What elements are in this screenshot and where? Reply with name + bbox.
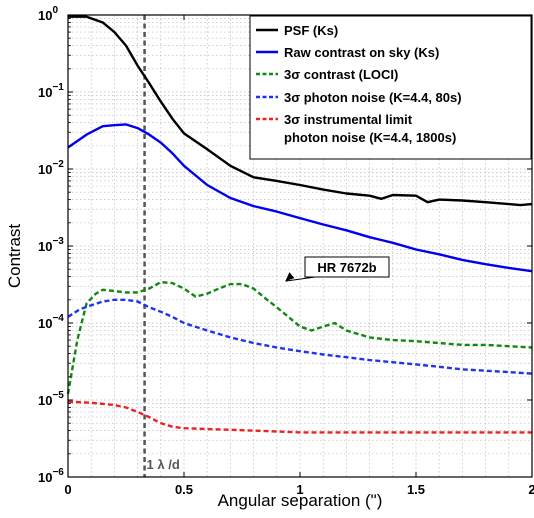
y-tick-label: 10−4 (38, 313, 64, 331)
annotation-arrowhead (285, 272, 295, 282)
legend-box (249, 15, 532, 160)
annotation-hr7672b: HR 7672b (285, 256, 390, 282)
series-line-1 (68, 15, 533, 207)
y-tick-label: 10−1 (38, 82, 64, 100)
lambda-over-d-line: 1 λ /d (143, 15, 180, 477)
annotation-label: HR 7672b (317, 260, 376, 275)
axis-ticks: 0 0.5 1 1.5 2 10−6 10−5 10−4 10−3 10−2 10−1 100 (38, 5, 534, 497)
legend-label-5: 3σ instrumental limit (284, 112, 413, 127)
y-tick-label: 10−2 (38, 159, 64, 177)
legend-label-5: photon noise (K=4.4, 1800s) (284, 130, 456, 145)
annotation-arrow (285, 276, 316, 282)
legend-label-4: 3σ photon noise (K=4.4, 80s) (284, 90, 462, 105)
series-line-2 (67, 123, 533, 273)
y-tick-label: 10−6 (38, 467, 64, 485)
x-tick-label: 0.5 (175, 482, 193, 497)
annotation-box (304, 256, 390, 278)
y-axis-title: Contrast (5, 224, 24, 289)
x-tick-label: 0 (64, 482, 71, 497)
lambda-over-d-label: 1 λ /d (147, 457, 180, 472)
y-tick-label: 10−5 (38, 390, 64, 408)
x-tick-label: 1 (296, 482, 303, 497)
y-tick-label: 100 (38, 5, 58, 23)
series-line-4 (67, 298, 533, 375)
legend-label-2: Raw contrast on sky (Ks) (284, 45, 439, 60)
y-tick-label: 10−3 (38, 236, 64, 254)
legend-label-1: PSF (Ks) (284, 23, 338, 38)
legend-label-3: 3σ contrast (LOCI) (284, 67, 398, 82)
x-tick-label: 1.5 (407, 482, 425, 497)
x-tick-label: 2 (528, 482, 534, 497)
series-line-5 (67, 400, 532, 434)
x-axis-title: Angular separation (") (218, 491, 383, 510)
series-line-3 (66, 280, 533, 395)
series-lines (66, 15, 533, 434)
legend: PSF (Ks) Raw contrast on sky (Ks) 3σ contr… (249, 15, 532, 160)
